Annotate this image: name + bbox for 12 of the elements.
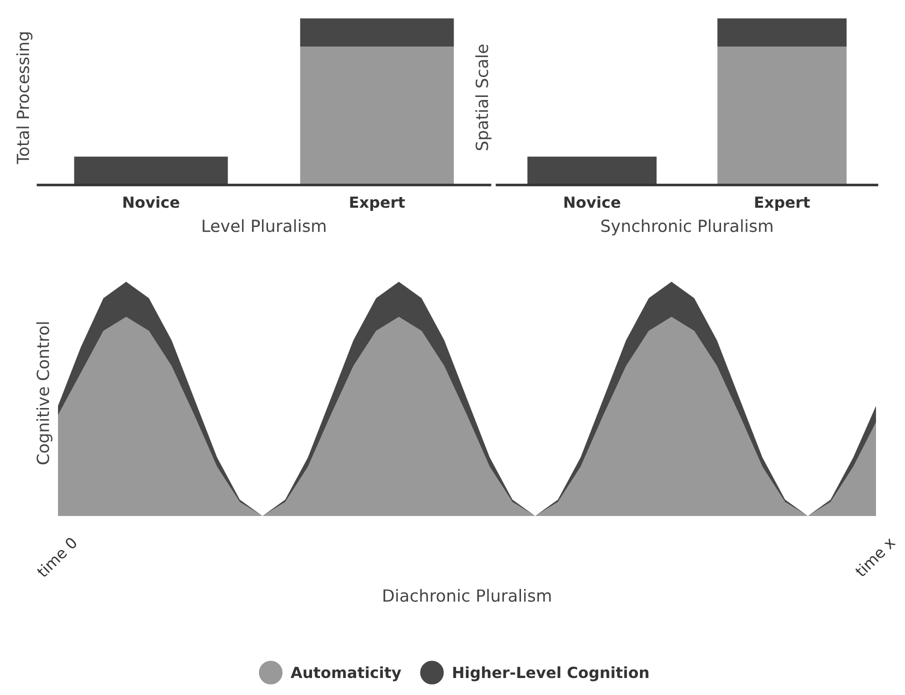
y-axis-title: Cognitive Control bbox=[36, 322, 52, 464]
x-tick-label: Expert bbox=[755, 196, 810, 211]
x-axis-title: Synchronic Pluralism bbox=[601, 219, 772, 236]
x-tick-label: Expert bbox=[350, 196, 405, 211]
legend-label: Higher-Level Cognition bbox=[453, 666, 648, 682]
x-tick-label: Novice bbox=[123, 196, 180, 208]
legend-label: Automaticity bbox=[290, 666, 402, 682]
y-axis-title: Spatial Scale bbox=[475, 44, 492, 150]
x-axis-title: Level Pluralism bbox=[202, 219, 326, 232]
y-axis-title: Total Processing bbox=[16, 32, 32, 164]
x-axis-title: Diachronic Pluralism bbox=[384, 588, 551, 602]
x-tick-label: Novice bbox=[564, 196, 620, 208]
